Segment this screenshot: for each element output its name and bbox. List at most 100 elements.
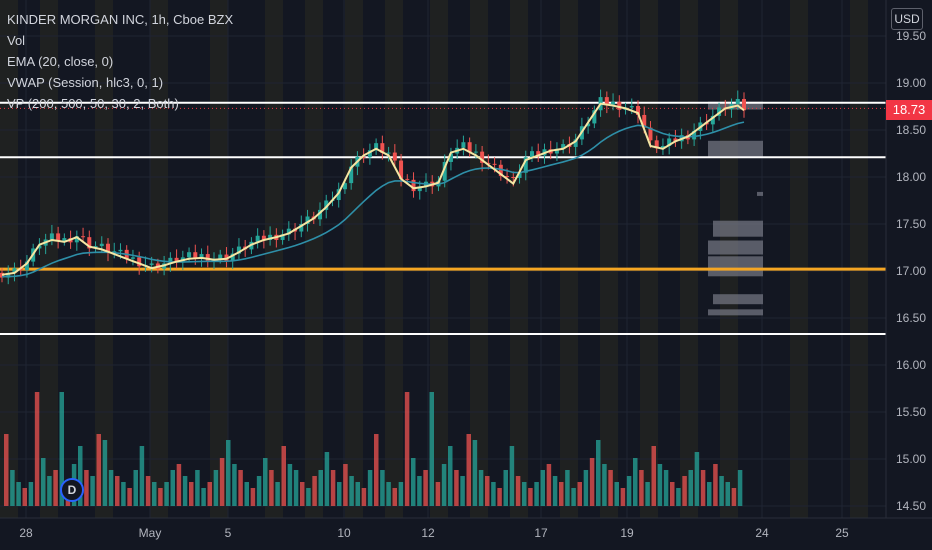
volume-bar bbox=[639, 470, 644, 506]
currency-button[interactable]: USD bbox=[891, 8, 923, 30]
candle-body bbox=[118, 249, 123, 252]
candle-body bbox=[6, 272, 11, 278]
candle-body bbox=[318, 209, 322, 220]
candle-body bbox=[168, 257, 173, 264]
candle-body bbox=[692, 130, 697, 140]
candle-body bbox=[592, 110, 597, 124]
volume-bar bbox=[16, 482, 21, 506]
candle-body bbox=[536, 151, 541, 156]
indicator-vwap[interactable]: VWAP (Session, hlc3, 0, 1) bbox=[7, 75, 164, 90]
candle-body bbox=[112, 251, 117, 253]
candle-body bbox=[193, 252, 198, 259]
session-band bbox=[265, 0, 283, 518]
candle-body bbox=[717, 107, 722, 116]
volume-bar bbox=[466, 434, 471, 506]
volume-bar bbox=[633, 458, 638, 506]
candle-body bbox=[561, 144, 566, 149]
volume-bar bbox=[614, 482, 619, 506]
candle-body bbox=[349, 166, 354, 184]
volume-profile-bar bbox=[708, 140, 763, 157]
volume-bar bbox=[398, 482, 404, 506]
volume-bar bbox=[96, 434, 101, 506]
volume-bar bbox=[53, 470, 58, 506]
volume-bar bbox=[127, 488, 132, 506]
session-band bbox=[640, 0, 658, 518]
volume-bar bbox=[429, 392, 434, 506]
y-tick-label: 17.00 bbox=[896, 264, 926, 278]
volume-bar bbox=[207, 482, 212, 506]
candle-body bbox=[37, 245, 42, 249]
candle-body bbox=[342, 183, 347, 190]
volume-bar bbox=[41, 458, 46, 506]
volume-bar bbox=[102, 440, 108, 506]
candle-body bbox=[99, 243, 104, 247]
candle-body bbox=[611, 101, 616, 105]
y-tick-label: 15.00 bbox=[896, 452, 926, 466]
candle-body bbox=[405, 178, 410, 180]
indicator-vol[interactable]: Vol bbox=[7, 33, 26, 48]
y-tick-label: 16.00 bbox=[896, 358, 926, 372]
volume-bar bbox=[361, 488, 367, 506]
volume-bar bbox=[670, 482, 675, 506]
candle-body bbox=[573, 139, 578, 147]
volume-bar bbox=[176, 464, 182, 506]
volume-bar bbox=[10, 470, 15, 506]
candle-body bbox=[49, 233, 54, 240]
volume-bar bbox=[158, 488, 163, 506]
volume-profile-bar bbox=[708, 256, 763, 277]
x-tick-label: 24 bbox=[755, 526, 769, 540]
candle-body bbox=[636, 106, 640, 115]
volume-bar bbox=[386, 482, 391, 506]
indicator-vp[interactable]: VP (200, 500, 50, 30, 2, Both) bbox=[7, 96, 179, 111]
candle-body bbox=[448, 153, 453, 162]
candle-body bbox=[660, 145, 665, 149]
y-tick-label: 18.00 bbox=[896, 170, 926, 184]
candle-body bbox=[467, 142, 472, 153]
price-axis-bg bbox=[886, 0, 932, 550]
candle-body bbox=[480, 151, 485, 163]
volume-bar bbox=[139, 446, 145, 506]
candle-body bbox=[673, 138, 678, 142]
candle-body bbox=[642, 114, 647, 128]
candle-body bbox=[554, 148, 559, 154]
volume-bar bbox=[133, 470, 138, 506]
candle-body bbox=[380, 143, 385, 154]
volume-bar bbox=[170, 470, 175, 506]
candle-body bbox=[604, 97, 609, 105]
candle-body bbox=[56, 233, 61, 241]
session-band bbox=[305, 0, 323, 518]
session-band bbox=[560, 0, 578, 518]
volume-bar bbox=[411, 458, 416, 506]
volume-bar bbox=[713, 464, 718, 506]
dividend-marker[interactable]: D bbox=[60, 478, 84, 502]
candle-body bbox=[218, 254, 223, 259]
candle-body bbox=[461, 142, 466, 148]
volume-bar bbox=[250, 488, 256, 506]
y-tick-label: 19.50 bbox=[896, 29, 926, 43]
volume-bar bbox=[460, 476, 465, 506]
candle-body bbox=[386, 152, 391, 154]
session-band bbox=[510, 0, 528, 518]
volume-bar bbox=[707, 482, 712, 506]
symbol-title[interactable]: KINDER MORGAN INC, 1h, Cboe BZX bbox=[7, 12, 234, 27]
volume-bar bbox=[84, 470, 89, 506]
volume-bar bbox=[645, 482, 650, 506]
session-band bbox=[790, 0, 808, 518]
volume-bar bbox=[263, 458, 268, 506]
candle-body bbox=[230, 253, 235, 261]
volume-bar bbox=[226, 440, 231, 506]
candle-body bbox=[367, 150, 372, 158]
volume-bar bbox=[287, 464, 293, 506]
indicator-ema[interactable]: EMA (20, close, 0) bbox=[7, 54, 114, 69]
volume-bar bbox=[596, 440, 601, 506]
candle-body bbox=[667, 138, 672, 146]
volume-bar bbox=[503, 470, 508, 506]
volume-bar bbox=[293, 470, 299, 506]
volume-bar bbox=[182, 476, 188, 506]
volume-bar bbox=[577, 482, 582, 506]
volume-bar bbox=[423, 470, 428, 506]
volume-bar bbox=[583, 470, 589, 506]
volume-bar bbox=[509, 446, 515, 506]
